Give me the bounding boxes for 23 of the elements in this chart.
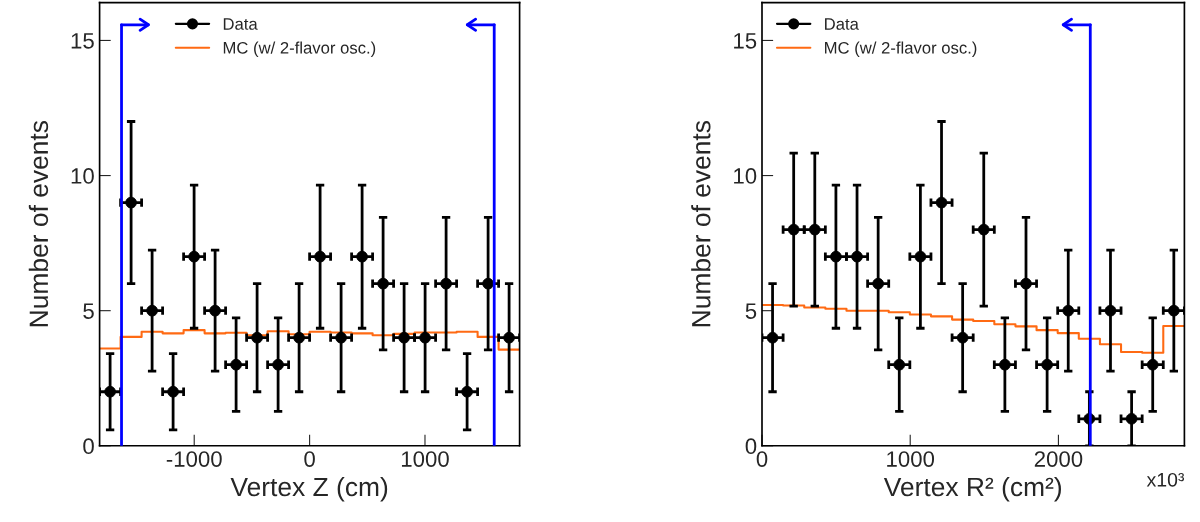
x-axis-title: Vertex R² (cm²): [883, 476, 1061, 502]
y-tick-label: 15: [734, 33, 757, 49]
x-tick-label: 0: [756, 451, 768, 467]
y-tick-label: 10: [71, 168, 94, 184]
y-tick-label: 0: [745, 438, 757, 455]
legend-label: MC (w/ 2-flavor osc.): [223, 41, 376, 58]
legend-label: Data: [825, 18, 859, 30]
x-tick-label: 1000: [401, 451, 449, 467]
y-tick-label: 5: [83, 303, 94, 319]
x-tick-label: -1000: [166, 451, 222, 467]
text: x10³: [1146, 472, 1185, 487]
y-tick-label: 0: [83, 438, 94, 455]
y-axis-title: Number of events: [28, 121, 49, 327]
y-tick-label: 15: [71, 33, 94, 49]
x-tick-label: 0: [304, 451, 315, 467]
y-axis-title: Number of events: [691, 121, 711, 327]
x-tick-label: 2000: [1034, 451, 1083, 467]
legend-label: MC (w/ 2-flavor osc.): [825, 41, 977, 58]
x-axis-title: Vertex Z (cm): [230, 476, 388, 502]
legend-label: Data: [223, 18, 258, 30]
y-tick-label: 10: [734, 168, 757, 184]
y-tick-label: 5: [745, 303, 757, 319]
x-tick-label: 1000: [887, 451, 935, 467]
